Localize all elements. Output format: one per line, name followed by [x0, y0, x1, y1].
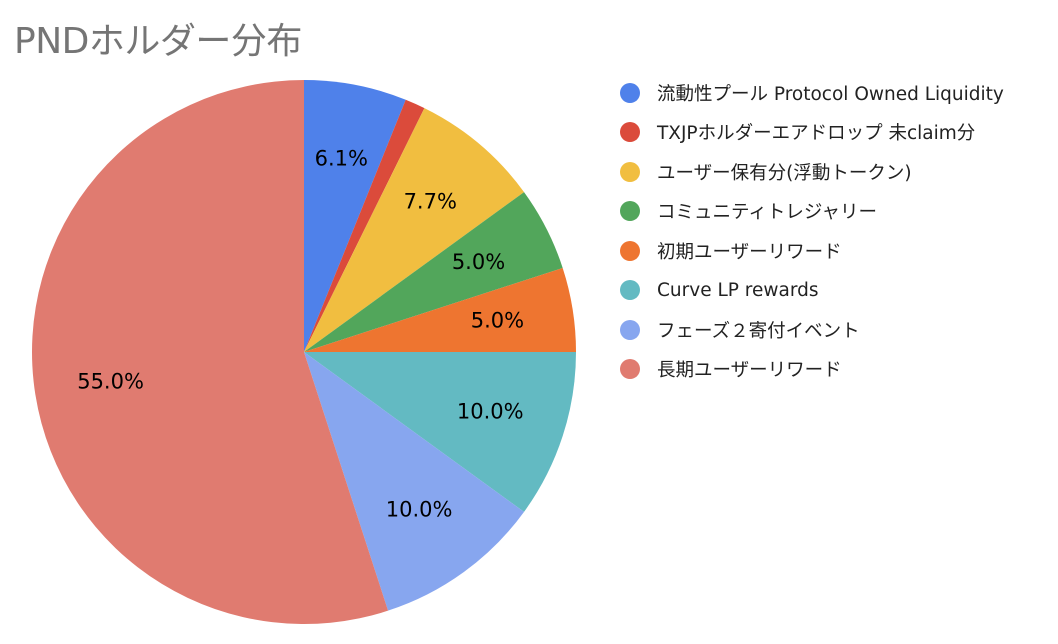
legend-item: フェーズ２寄付イベント	[620, 310, 1050, 350]
pie-slice	[304, 99, 425, 352]
legend-swatch	[620, 161, 640, 182]
legend-swatch	[620, 201, 640, 222]
slice-value-label: 5.0%	[452, 250, 505, 274]
slice-value-label: 10.0%	[457, 400, 524, 424]
pie-slice	[304, 108, 525, 352]
legend-label: フェーズ２寄付イベント	[657, 320, 860, 342]
slice-value-label: 7.7%	[404, 189, 457, 213]
chart-title: PNDホルダー分布	[14, 21, 302, 62]
legend-label: TXJPホルダーエアドロップ 未claim分	[657, 123, 976, 145]
pie-slice	[304, 352, 525, 611]
legend-label: 長期ユーザーリワード	[657, 360, 842, 382]
slice-value-label: 10.0%	[386, 497, 453, 521]
legend-swatch	[620, 82, 640, 103]
pie-slice-labels: 6.1% 7.7% 5.0% 5.0% 10.0% 10.0% 55.0%	[77, 147, 524, 522]
legend-swatch	[620, 319, 640, 340]
slice-value-label: 6.1%	[315, 147, 368, 171]
legend-swatch	[620, 240, 640, 261]
legend-item: ユーザー保有分(浮動トークン)	[620, 152, 1050, 192]
legend-label: ユーザー保有分(浮動トークン)	[657, 162, 912, 184]
legend-label: Curve LP rewards	[657, 279, 819, 301]
pie-slice	[304, 352, 576, 512]
legend-item: TXJPホルダーエアドロップ 未claim分	[620, 113, 1050, 153]
legend-label: 流動性プール Protocol Owned Liquidity	[657, 83, 1004, 105]
legend-label: コミュニティトレジャリー	[657, 202, 877, 224]
pie-slice	[31, 80, 389, 625]
chart-legend: 流動性プール Protocol Owned Liquidity TXJPホルダーエ…	[620, 73, 1050, 389]
legend-item: 初期ユーザーリワード	[620, 231, 1050, 271]
legend-item: 長期ユーザーリワード	[620, 350, 1050, 390]
pie-slice	[304, 80, 406, 352]
legend-swatch	[620, 359, 640, 380]
slice-value-label: 55.0%	[77, 370, 144, 394]
legend-item: 流動性プール Protocol Owned Liquidity	[620, 73, 1050, 113]
legend-swatch	[620, 122, 640, 143]
pie-slice	[304, 192, 563, 352]
pie-slice	[304, 267, 576, 352]
pie-slices	[31, 80, 576, 625]
legend-label: 初期ユーザーリワード	[657, 241, 842, 263]
legend-item: コミュニティトレジャリー	[620, 192, 1050, 232]
slice-value-label: 5.0%	[471, 308, 524, 332]
legend-swatch	[620, 280, 640, 301]
legend-item: Curve LP rewards	[620, 271, 1050, 311]
